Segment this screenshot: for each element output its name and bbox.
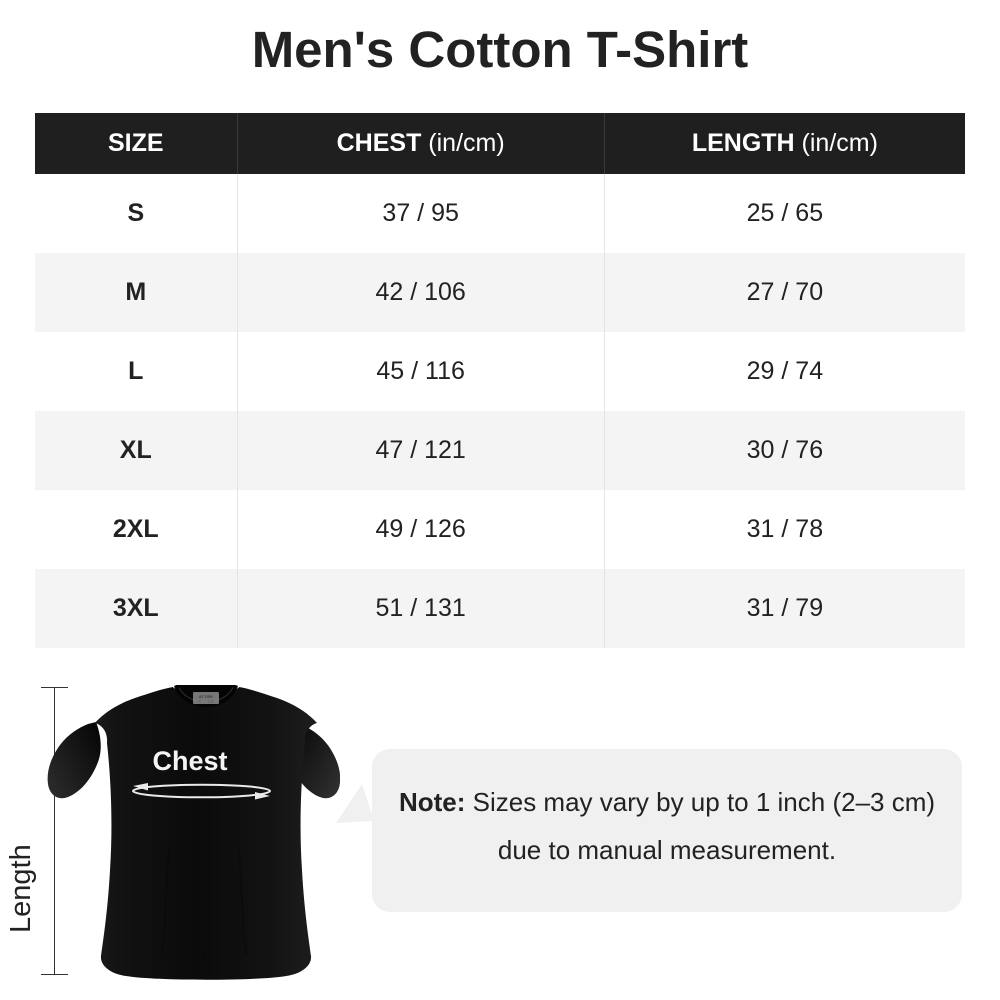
svg-text:ATTIRE: ATTIRE — [199, 694, 213, 699]
svg-text:SIZE: SIZE — [208, 699, 215, 703]
